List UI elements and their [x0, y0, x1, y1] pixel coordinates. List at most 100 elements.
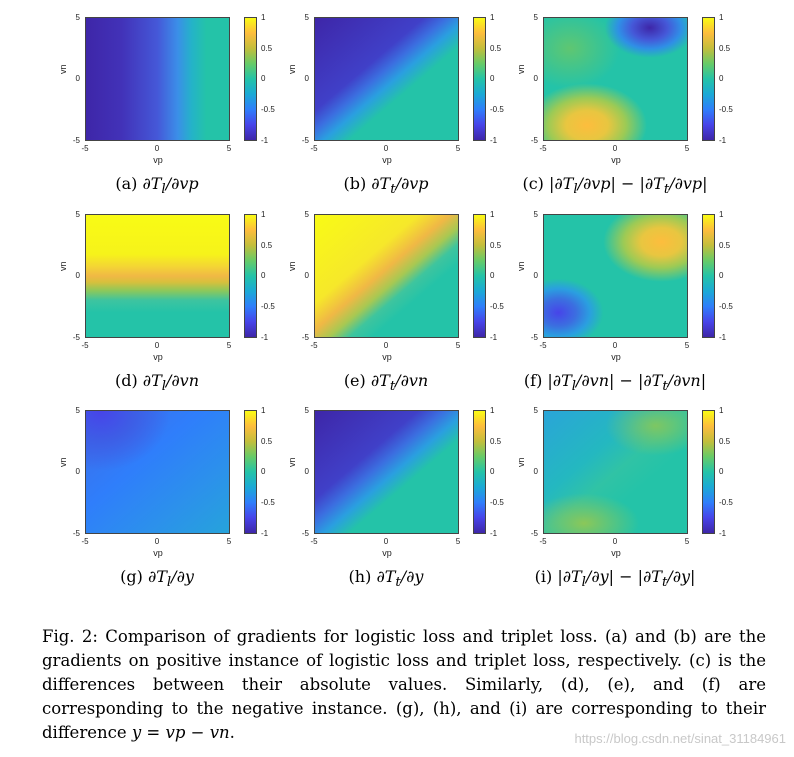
heatmap-i: [543, 410, 688, 534]
xtick-mid: 0: [154, 341, 160, 350]
xtick-mid: 0: [612, 537, 618, 546]
y-axis-label: vn: [58, 457, 68, 467]
subfigure-h: 5 0 -5 -5 0 5 vn vp 1 0.5 0 -0.5 -1 (h) …: [285, 403, 537, 593]
xtick-left: -5: [310, 144, 318, 153]
xtick-left: -5: [539, 537, 547, 546]
ytick-bottom: -5: [301, 136, 309, 145]
xtick-left: -5: [81, 341, 89, 350]
cbar-tick-0: 0: [719, 467, 724, 476]
xtick-right: 5: [455, 537, 461, 546]
xtick-right: 5: [226, 341, 232, 350]
subfigure-f: 5 0 -5 -5 0 5 vn vp 1 0.5 0 -0.5 -1 (f) …: [514, 207, 766, 397]
ytick-bottom: -5: [301, 529, 309, 538]
y-axis-label: vn: [58, 64, 68, 74]
cbar-tick-0: 0: [490, 271, 495, 280]
cbar-tick-0: 0: [490, 74, 495, 83]
subcaption-c: (c) |∂Tl/∂vp| − |∂Tt/∂vp|: [522, 174, 708, 198]
cbar-tick-neg0.5: -0.5: [719, 105, 733, 114]
figure-caption: Fig. 2: Comparison of gradients for logi…: [42, 627, 766, 742]
xtick-left: -5: [81, 537, 89, 546]
cbar-tick-neg0.5: -0.5: [261, 105, 275, 114]
xtick-right: 5: [455, 341, 461, 350]
cbar-tick-neg1: -1: [490, 333, 498, 342]
cbar-tick-neg1: -1: [719, 333, 727, 342]
x-axis-label: vp: [611, 548, 621, 558]
cbar-tick-neg0.5: -0.5: [261, 498, 275, 507]
subcaption-f: (f) |∂Tl/∂vn| − |∂Tt/∂vn|: [523, 371, 707, 395]
subfigure-e: 5 0 -5 -5 0 5 vn vp 1 0.5 0 -0.5 -1 (e) …: [285, 207, 537, 397]
xtick-right: 5: [226, 537, 232, 546]
cbar-tick-0.5: 0.5: [261, 241, 273, 250]
y-axis-label: vn: [287, 457, 297, 467]
xtick-left: -5: [539, 144, 547, 153]
x-axis-label: vp: [153, 155, 163, 165]
subcaption-i: (i) |∂Tl/∂y| − |∂Tt/∂y|: [534, 567, 696, 591]
ytick-top: 5: [304, 406, 309, 415]
ytick-top: 5: [533, 406, 538, 415]
xtick-mid: 0: [612, 341, 618, 350]
colorbar: [702, 17, 715, 141]
x-axis-label: vp: [153, 548, 163, 558]
xtick-left: -5: [310, 341, 318, 350]
y-axis-label: vn: [516, 64, 526, 74]
cbar-tick-1: 1: [719, 210, 724, 219]
colorbar: [244, 410, 257, 534]
watermark: https://blog.csdn.net/sinat_31184961: [574, 731, 786, 746]
x-axis-label: vp: [611, 155, 621, 165]
ytick-bottom: -5: [530, 333, 538, 342]
xtick-right: 5: [684, 537, 690, 546]
cbar-tick-1: 1: [719, 13, 724, 22]
heatmap-b: [314, 17, 459, 141]
subfigure-c: 5 0 -5 -5 0 5 vn vp 1 0.5 0 -0.5 -1 (c) …: [514, 10, 766, 200]
subcaption-h: (h) ∂Tt/∂y: [348, 567, 424, 591]
xtick-right: 5: [455, 144, 461, 153]
ytick-bottom: -5: [72, 529, 80, 538]
cbar-tick-neg0.5: -0.5: [719, 302, 733, 311]
ytick-mid: 0: [304, 467, 309, 476]
ytick-mid: 0: [75, 467, 80, 476]
ytick-mid: 0: [533, 467, 538, 476]
cbar-tick-0.5: 0.5: [490, 437, 502, 446]
xtick-mid: 0: [154, 537, 160, 546]
cbar-tick-0.5: 0.5: [719, 44, 731, 53]
y-axis-label: vn: [287, 64, 297, 74]
ytick-top: 5: [75, 406, 80, 415]
y-axis-label: vn: [287, 261, 297, 271]
subcaption-d: (d) ∂Tl/∂vn: [114, 371, 200, 395]
subfigure-a: 5 0 -5 -5 0 5 vn vp 1 0.5 0 -0.5 -1 (a) …: [56, 10, 308, 200]
xtick-mid: 0: [612, 144, 618, 153]
ytick-bottom: -5: [530, 529, 538, 538]
cbar-tick-neg1: -1: [719, 529, 727, 538]
x-axis-label: vp: [382, 352, 392, 362]
cbar-tick-0: 0: [261, 74, 266, 83]
xtick-left: -5: [81, 144, 89, 153]
colorbar: [702, 410, 715, 534]
y-axis-label: vn: [58, 261, 68, 271]
ytick-mid: 0: [304, 271, 309, 280]
cbar-tick-neg1: -1: [261, 529, 269, 538]
xtick-mid: 0: [383, 537, 389, 546]
subcaption-b: (b) ∂Tt/∂vp: [343, 174, 429, 198]
subfigure-b: 5 0 -5 -5 0 5 vn vp 1 0.5 0 -0.5 -1 (b) …: [285, 10, 537, 200]
ytick-top: 5: [533, 13, 538, 22]
heatmap-h: [314, 410, 459, 534]
cbar-tick-0.5: 0.5: [261, 437, 273, 446]
xtick-right: 5: [684, 341, 690, 350]
ytick-mid: 0: [75, 74, 80, 83]
subcaption-g: (g) ∂Tl/∂y: [120, 567, 194, 591]
ytick-bottom: -5: [530, 136, 538, 145]
colorbar: [473, 17, 486, 141]
heatmap-e: [314, 214, 459, 338]
x-axis-label: vp: [382, 548, 392, 558]
xtick-mid: 0: [154, 144, 160, 153]
subfigure-d: 5 0 -5 -5 0 5 vn vp 1 0.5 0 -0.5 -1 (d) …: [56, 207, 308, 397]
ytick-mid: 0: [304, 74, 309, 83]
y-axis-label: vn: [516, 457, 526, 467]
cbar-tick-neg0.5: -0.5: [490, 105, 504, 114]
ytick-top: 5: [533, 210, 538, 219]
colorbar: [702, 214, 715, 338]
colorbar: [244, 17, 257, 141]
cbar-tick-neg0.5: -0.5: [261, 302, 275, 311]
cbar-tick-1: 1: [261, 406, 266, 415]
cbar-tick-neg0.5: -0.5: [719, 498, 733, 507]
